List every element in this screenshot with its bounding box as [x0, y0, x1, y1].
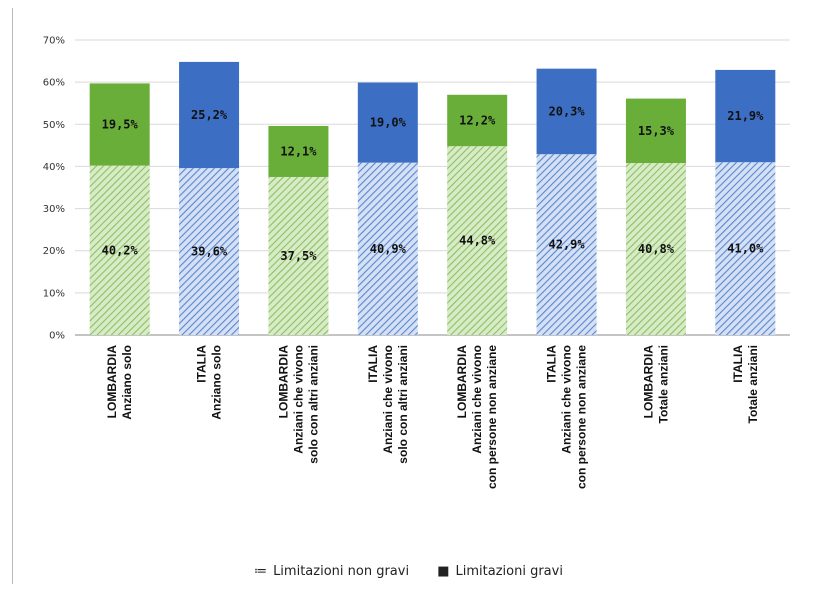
data-label-gravi: 21,9% — [727, 109, 764, 123]
hatch-swatch-icon: ≔ — [254, 564, 268, 579]
bar-segment-non-gravi — [625, 163, 686, 335]
stacked-bar-chart: 0% 10% 20% 30% 40% 50% 60% 70% 40,2% 19,5% 39,6% 2… — [43, 36, 790, 489]
x-tick-label: solo con altri anziani — [396, 345, 410, 464]
y-tick-label: 50% — [43, 120, 65, 131]
data-label-non-gravi: 42,9% — [549, 238, 586, 252]
x-tick-label: Anziani che vivono — [381, 345, 395, 454]
data-label-gravi: 19,5% — [102, 117, 139, 131]
x-tick-label: LOMBARDIA — [641, 345, 655, 419]
legend-item-non-gravi: ≔ Limitazioni non gravi — [254, 564, 409, 579]
chart-frame — [12, 8, 803, 584]
x-tick-label: ITALIA — [731, 345, 745, 383]
bar-segment-non-gravi — [268, 176, 329, 335]
bar-segment-gravi — [447, 94, 508, 147]
x-category-label: LOMBARDIA Totale anziani — [641, 345, 670, 424]
x-tick-label: LOMBARDIA — [105, 345, 119, 419]
y-tick-label: 0% — [49, 331, 65, 342]
data-label-non-gravi: 40,8% — [638, 242, 675, 256]
x-category-label: LOMBARDIA Anziani che vivono con persone n… — [455, 345, 499, 489]
bar-segment-non-gravi — [179, 168, 240, 335]
x-tick-label: Anziani che vivono — [291, 345, 305, 454]
legend-label: Limitazioni gravi — [455, 564, 563, 579]
x-tick-label: con persone non anziane — [575, 345, 589, 489]
bar-segment-non-gravi — [447, 146, 508, 335]
y-tick-label: 10% — [43, 288, 65, 299]
x-category-label: ITALIA Anziani che vivono con persone non … — [545, 345, 589, 489]
x-tick-label: Anziano solo — [120, 345, 134, 420]
data-label-gravi: 12,2% — [459, 113, 496, 127]
x-category-label: ITALIA Totale anziani — [731, 345, 760, 424]
x-category-label: LOMBARDIA Anziani che vivono solo con altr… — [276, 345, 320, 464]
data-label-gravi: 15,3% — [638, 124, 675, 138]
y-tick-label: 20% — [43, 246, 65, 257]
legend-item-gravi: ■ Limitazioni gravi — [437, 564, 563, 579]
x-tick-label: ITALIA — [195, 345, 209, 383]
y-tick-label: 30% — [43, 204, 65, 215]
data-label-non-gravi: 37,5% — [280, 249, 317, 263]
bar-segment-gravi — [357, 82, 418, 163]
y-axis: 0% 10% 20% 30% 40% 50% 60% 70% — [43, 36, 65, 342]
y-tick-label: 40% — [43, 162, 65, 173]
bar-segment-gravi — [536, 68, 597, 155]
legend: ≔ Limitazioni non gravi ■ Limitazioni grav… — [0, 564, 817, 579]
x-tick-label: Totale anziani — [746, 345, 760, 423]
data-label-non-gravi: 40,2% — [102, 243, 139, 257]
x-tick-label: ITALIA — [366, 345, 380, 383]
x-tick-label: solo con altri anziani — [306, 345, 320, 464]
data-label-non-gravi: 40,9% — [370, 242, 407, 256]
x-category-label: ITALIA Anziano solo — [195, 345, 224, 420]
y-tick-label: 70% — [43, 36, 65, 47]
x-tick-label: LOMBARDIA — [276, 345, 290, 419]
solid-swatch-icon: ■ — [437, 564, 450, 579]
bar-segment-gravi — [715, 69, 776, 163]
legend-label: Limitazioni non gravi — [273, 564, 410, 579]
bar-segment-non-gravi — [357, 162, 418, 335]
bar-segment-non-gravi — [715, 162, 776, 335]
bar-segment-gravi — [268, 125, 329, 177]
data-label-gravi: 19,0% — [370, 116, 407, 130]
bar-segment-gravi — [89, 83, 150, 166]
x-tick-label: LOMBARDIA — [455, 345, 469, 419]
bar-segment-non-gravi — [536, 154, 597, 335]
data-label-gravi: 12,1% — [280, 144, 317, 158]
x-axis: LOMBARDIA Anziano solo ITALIA Anziano solo L… — [105, 345, 760, 489]
x-category-label: LOMBARDIA Anziano solo — [105, 345, 134, 420]
bars: 40,2% 19,5% 39,6% 25,2% 37,5% 12,1% 40,9% 19,0%… — [89, 61, 776, 335]
x-tick-label: Anziano solo — [210, 345, 224, 420]
data-label-gravi: 25,2% — [191, 108, 228, 122]
data-label-non-gravi: 41,0% — [727, 242, 764, 256]
x-tick-label: con persone non anziane — [485, 345, 499, 489]
data-label-non-gravi: 44,8% — [459, 234, 496, 248]
x-category-label: ITALIA Anziani che vivono solo con altri a… — [366, 345, 410, 464]
data-label-gravi: 20,3% — [549, 104, 586, 118]
data-label-non-gravi: 39,6% — [191, 245, 228, 259]
x-tick-label: Totale anziani — [656, 345, 670, 423]
y-tick-label: 60% — [43, 78, 65, 89]
bar-segment-non-gravi — [89, 165, 150, 335]
bar-segment-gravi — [179, 61, 240, 169]
x-tick-label: ITALIA — [545, 345, 559, 383]
x-tick-label: Anziani che vivono — [470, 345, 484, 454]
x-tick-label: Anziani che vivono — [560, 345, 574, 454]
bar-segment-gravi — [625, 98, 686, 164]
